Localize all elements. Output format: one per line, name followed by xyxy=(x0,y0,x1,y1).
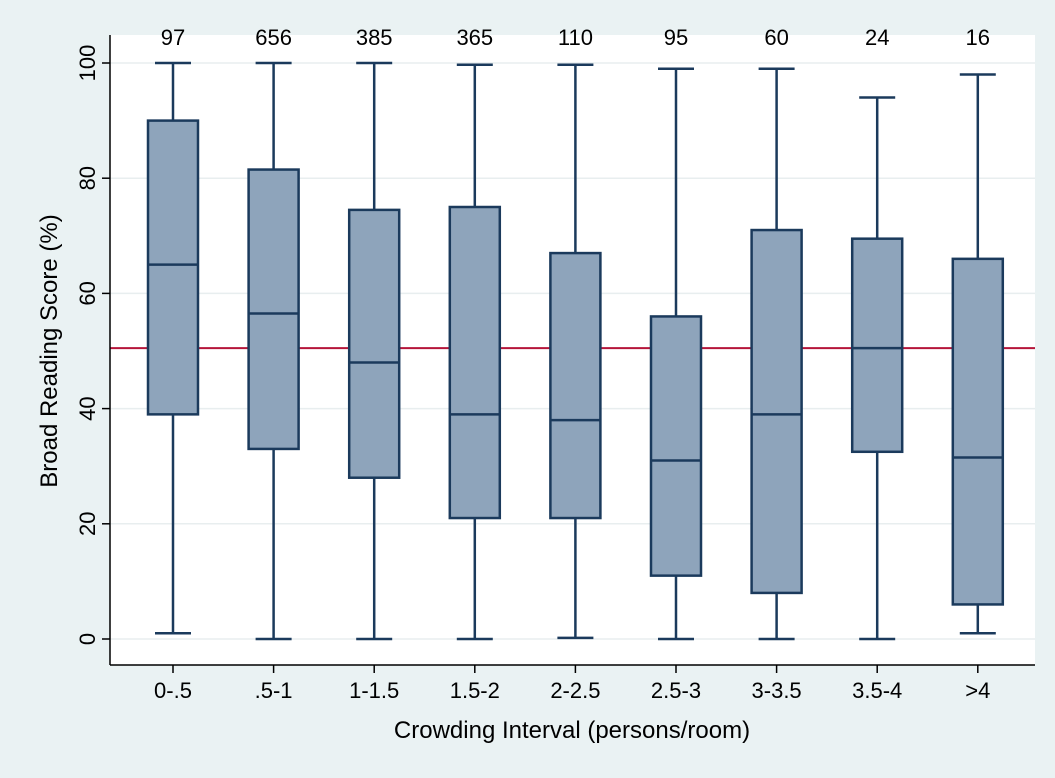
y-axis-title: Broad Reading Score (%) xyxy=(36,214,63,487)
box-iqr xyxy=(750,228,803,595)
count-label: 656 xyxy=(255,25,292,50)
box-iqr xyxy=(951,257,1005,606)
count-label: 95 xyxy=(664,25,688,50)
count-label: 97 xyxy=(161,25,185,50)
box-iqr xyxy=(146,119,200,416)
count-label: 16 xyxy=(966,25,990,50)
box-iqr xyxy=(448,205,502,520)
boxes-layer xyxy=(146,61,1005,641)
count-label: 385 xyxy=(356,25,393,50)
y-tick-label: 80 xyxy=(75,166,100,190)
x-tick-label: 1-1.5 xyxy=(349,678,399,703)
y-tick-label: 0 xyxy=(75,633,100,645)
count-label: 365 xyxy=(456,25,493,50)
y-tick-label: 60 xyxy=(75,281,100,305)
box-iqr xyxy=(347,208,401,479)
box-iqr xyxy=(549,251,602,520)
count-label: 24 xyxy=(865,25,889,50)
x-tick-label: 3.5-4 xyxy=(852,678,902,703)
x-tick-label: 2-2.5 xyxy=(550,678,600,703)
count-label: 60 xyxy=(764,25,788,50)
x-tick-label: >4 xyxy=(965,678,990,703)
box-iqr xyxy=(247,168,300,451)
x-axis-title: Crowding Interval (persons/room) xyxy=(394,717,750,744)
y-tick-label: 20 xyxy=(75,512,100,536)
labels-layer: 0 20 40 60 80 100 0-.5 .5-1 1-1.5 1.5-2 2-2.5 2.5-3… xyxy=(36,25,990,744)
x-tick-label: 1.5-2 xyxy=(450,678,500,703)
x-tick-label: .5-1 xyxy=(255,678,293,703)
x-tick-label: 2.5-3 xyxy=(651,678,701,703)
x-tick-label: 3-3.5 xyxy=(752,678,802,703)
box-iqr xyxy=(649,315,703,577)
x-tick-label: 0-.5 xyxy=(154,678,192,703)
y-tick-label: 100 xyxy=(75,45,100,82)
box-iqr xyxy=(850,237,904,454)
axes-layer xyxy=(102,35,1035,673)
count-label: 110 xyxy=(558,25,593,50)
y-tick-label: 40 xyxy=(75,396,100,420)
